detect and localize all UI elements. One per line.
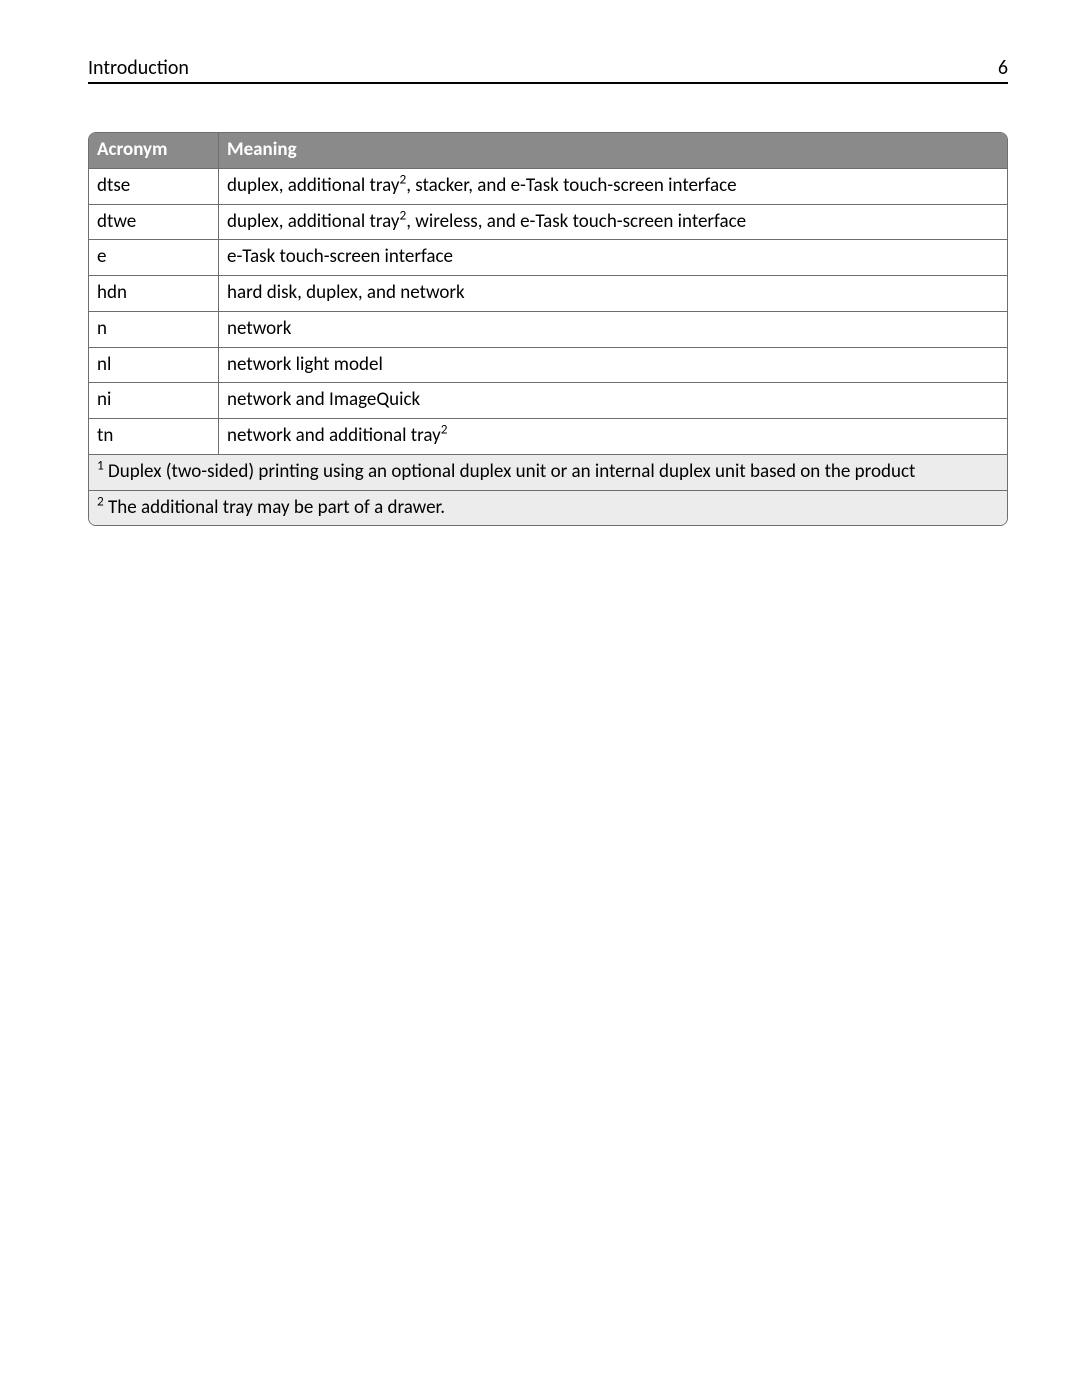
- cell-acronym: e: [89, 240, 219, 276]
- table-row: ni network and ImageQuick: [89, 383, 1007, 419]
- cell-meaning: network: [219, 312, 1007, 348]
- table-row: dtse duplex, additional tray2, stacker, …: [89, 169, 1007, 205]
- col-meaning: Meaning: [219, 133, 1007, 169]
- cell-acronym: nl: [89, 348, 219, 384]
- table-header-row: Acronym Meaning: [89, 133, 1007, 169]
- col-acronym: Acronym: [89, 133, 219, 169]
- table-row: dtwe duplex, additional tray2, wireless,…: [89, 205, 1007, 241]
- cell-meaning: network and additional tray2: [219, 419, 1007, 455]
- cell-acronym: hdn: [89, 276, 219, 312]
- cell-meaning: e-Task touch-screen interface: [219, 240, 1007, 276]
- page-header: Introduction 6: [88, 56, 1008, 84]
- spacer: [88, 84, 1008, 132]
- cell-acronym: tn: [89, 419, 219, 455]
- table-row: hdn hard disk, duplex, and network: [89, 276, 1007, 312]
- page: Introduction 6 Acronym Meaning dtse dupl…: [0, 0, 1080, 1397]
- cell-acronym: dtwe: [89, 205, 219, 241]
- table-footnote: 1 Duplex (two-sided) printing using an o…: [89, 455, 1007, 491]
- table-row: tn network and additional tray2: [89, 419, 1007, 455]
- cell-meaning: hard disk, duplex, and network: [219, 276, 1007, 312]
- cell-acronym: ni: [89, 383, 219, 419]
- table-row: nl network light model: [89, 348, 1007, 384]
- page-number: 6: [998, 56, 1008, 80]
- table-row: n network: [89, 312, 1007, 348]
- cell-acronym: n: [89, 312, 219, 348]
- table-footnote: 2 The additional tray may be part of a d…: [89, 491, 1007, 526]
- page-title: Introduction: [88, 56, 189, 80]
- cell-meaning: network and ImageQuick: [219, 383, 1007, 419]
- cell-meaning: network light model: [219, 348, 1007, 384]
- cell-meaning: duplex, additional tray2, stacker, and e…: [219, 169, 1007, 205]
- cell-acronym: dtse: [89, 169, 219, 205]
- cell-meaning: duplex, additional tray2, wireless, and …: [219, 205, 1007, 241]
- table-row: e e-Task touch-screen interface: [89, 240, 1007, 276]
- acronyms-table: Acronym Meaning dtse duplex, additional …: [88, 132, 1008, 526]
